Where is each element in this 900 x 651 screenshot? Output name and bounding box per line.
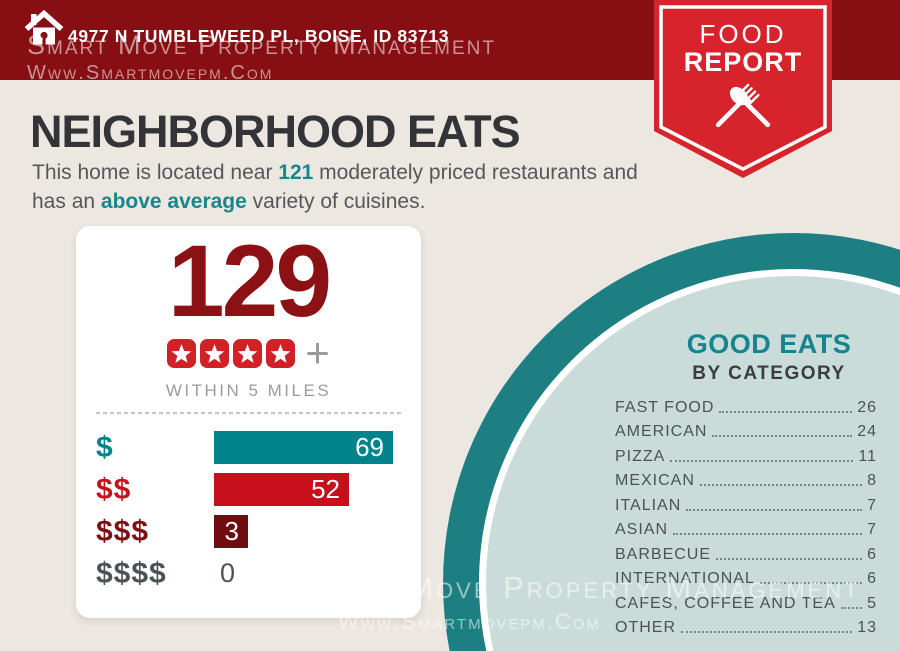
category-name: BARBECUE bbox=[615, 545, 712, 563]
category-row: ITALIAN 7 bbox=[615, 492, 877, 517]
category-count: 7 bbox=[867, 521, 877, 538]
category-name: FAST FOOD bbox=[615, 398, 715, 416]
bar-area: 52 bbox=[214, 473, 403, 506]
category-name: CAFES, COFFEE AND TEA bbox=[615, 594, 836, 612]
star-icon bbox=[233, 338, 263, 368]
category-row: PIZZA 11 bbox=[615, 443, 877, 468]
category-row: MEXICAN 8 bbox=[615, 468, 877, 493]
price-bar-row: $$$$ 0 bbox=[96, 557, 403, 590]
category-count: 24 bbox=[857, 423, 877, 440]
bar-area: 3 bbox=[214, 515, 403, 548]
bar-area: 69 bbox=[214, 431, 403, 464]
price-bar-row: $69 bbox=[96, 431, 403, 464]
badge-label-food: FOOD bbox=[699, 19, 787, 49]
bar-value: 3 bbox=[224, 516, 239, 546]
price-level-label: $$$$ bbox=[96, 556, 167, 590]
page-title: NEIGHBORHOOD EATS bbox=[30, 106, 521, 157]
good-eats-header: GOOD EATS BY CATEGORY bbox=[619, 329, 900, 385]
category-name: AMERICAN bbox=[615, 423, 708, 440]
intro-highlight: above average bbox=[100, 189, 247, 213]
restaurant-count: 129 bbox=[167, 224, 332, 338]
star-icon bbox=[266, 338, 296, 368]
bar-value-zero: 0 bbox=[220, 558, 236, 588]
category-row: FAST FOOD 26 bbox=[615, 394, 877, 419]
price-bar-row: $$ 52 bbox=[96, 473, 403, 506]
category-row: OTHER 13 bbox=[615, 615, 877, 640]
category-row: BARBECUE 6 bbox=[615, 541, 877, 566]
intro-text-segment: This home is located near bbox=[32, 161, 279, 184]
dotted-leader bbox=[670, 459, 854, 462]
category-count: 6 bbox=[867, 545, 877, 563]
category-name: MEXICAN bbox=[615, 472, 695, 489]
dotted-leader bbox=[681, 631, 853, 633]
rating-stars: + bbox=[76, 329, 421, 376]
category-row: CAFES, COFFEE AND TEA 5 bbox=[615, 590, 877, 615]
category-row: AMERICAN 24 bbox=[615, 419, 877, 444]
badge-label-report: REPORT bbox=[683, 47, 803, 77]
intro-text-segment: moderately priced restaurants and has an bbox=[32, 161, 638, 213]
category-count: 11 bbox=[858, 447, 877, 465]
category-count: 5 bbox=[867, 594, 877, 612]
category-count: 26 bbox=[857, 398, 877, 416]
category-name: PIZZA bbox=[615, 447, 666, 465]
property-address: 4977 N TUMBLEWEED PL, BOISE, ID 83713 bbox=[68, 26, 450, 46]
price-level-label: $$ bbox=[96, 472, 132, 506]
bar-value: 52 bbox=[311, 474, 340, 504]
intro-text: This home is located near 121 moderately… bbox=[32, 159, 672, 217]
price-bar: 52 bbox=[214, 473, 349, 506]
category-count: 7 bbox=[867, 496, 877, 514]
category-row: INTERNATIONAL 6 bbox=[615, 566, 877, 591]
good-eats-subtitle: BY CATEGORY bbox=[692, 363, 846, 384]
food-report-badge: FOOD REPORT bbox=[654, 0, 832, 185]
good-eats-title: GOOD EATS bbox=[686, 329, 852, 359]
category-name: INTERNATIONAL bbox=[615, 570, 755, 587]
star-icon bbox=[167, 338, 197, 368]
bar-value: 69 bbox=[355, 432, 384, 462]
dotted-leader bbox=[712, 435, 853, 437]
category-count: 13 bbox=[857, 619, 877, 636]
dotted-leader bbox=[699, 484, 863, 486]
category-count: 8 bbox=[867, 472, 877, 489]
star-icon bbox=[200, 338, 230, 368]
plus-icon: + bbox=[305, 329, 330, 376]
bar-area: 0 bbox=[214, 557, 403, 590]
category-name: ASIAN bbox=[615, 521, 669, 538]
price-level-label: $$$ bbox=[96, 514, 150, 548]
price-bar: 3 bbox=[214, 515, 248, 548]
dotted-leader bbox=[686, 508, 863, 511]
category-name: ITALIAN bbox=[615, 496, 682, 514]
restaurant-summary-card: 129 + WITHIN 5 MILES $69 $$ 52 $$$ 3 $$$$ 0 bbox=[76, 226, 421, 618]
intro-highlight: 121 bbox=[278, 161, 314, 184]
category-name: OTHER bbox=[615, 619, 676, 636]
category-row: ASIAN 7 bbox=[615, 517, 877, 542]
price-bar-row: $$$ 3 bbox=[96, 515, 403, 548]
dotted-leader bbox=[759, 582, 863, 584]
category-count: 6 bbox=[867, 570, 877, 587]
house-icon bbox=[24, 9, 64, 45]
dotted-leader bbox=[719, 410, 853, 413]
category-list: FAST FOOD 26 AMERICAN 24 PIZZA 11 MEXICAN 8 ITAL… bbox=[615, 394, 877, 639]
intro-text-segment: variety of cuisines. bbox=[246, 189, 426, 213]
spoon-fork-icon bbox=[715, 83, 771, 128]
dotted-leader bbox=[840, 606, 863, 609]
dashed-divider bbox=[96, 412, 401, 414]
price-bar: 69 bbox=[214, 431, 393, 464]
dotted-leader bbox=[673, 533, 863, 535]
dotted-leader bbox=[716, 557, 863, 560]
price-level-label: $ bbox=[96, 430, 114, 464]
price-level-bar-chart: $69 $$ 52 $$$ 3 $$$$ 0 bbox=[96, 431, 403, 599]
radius-caption: WITHIN 5 MILES bbox=[165, 381, 332, 400]
